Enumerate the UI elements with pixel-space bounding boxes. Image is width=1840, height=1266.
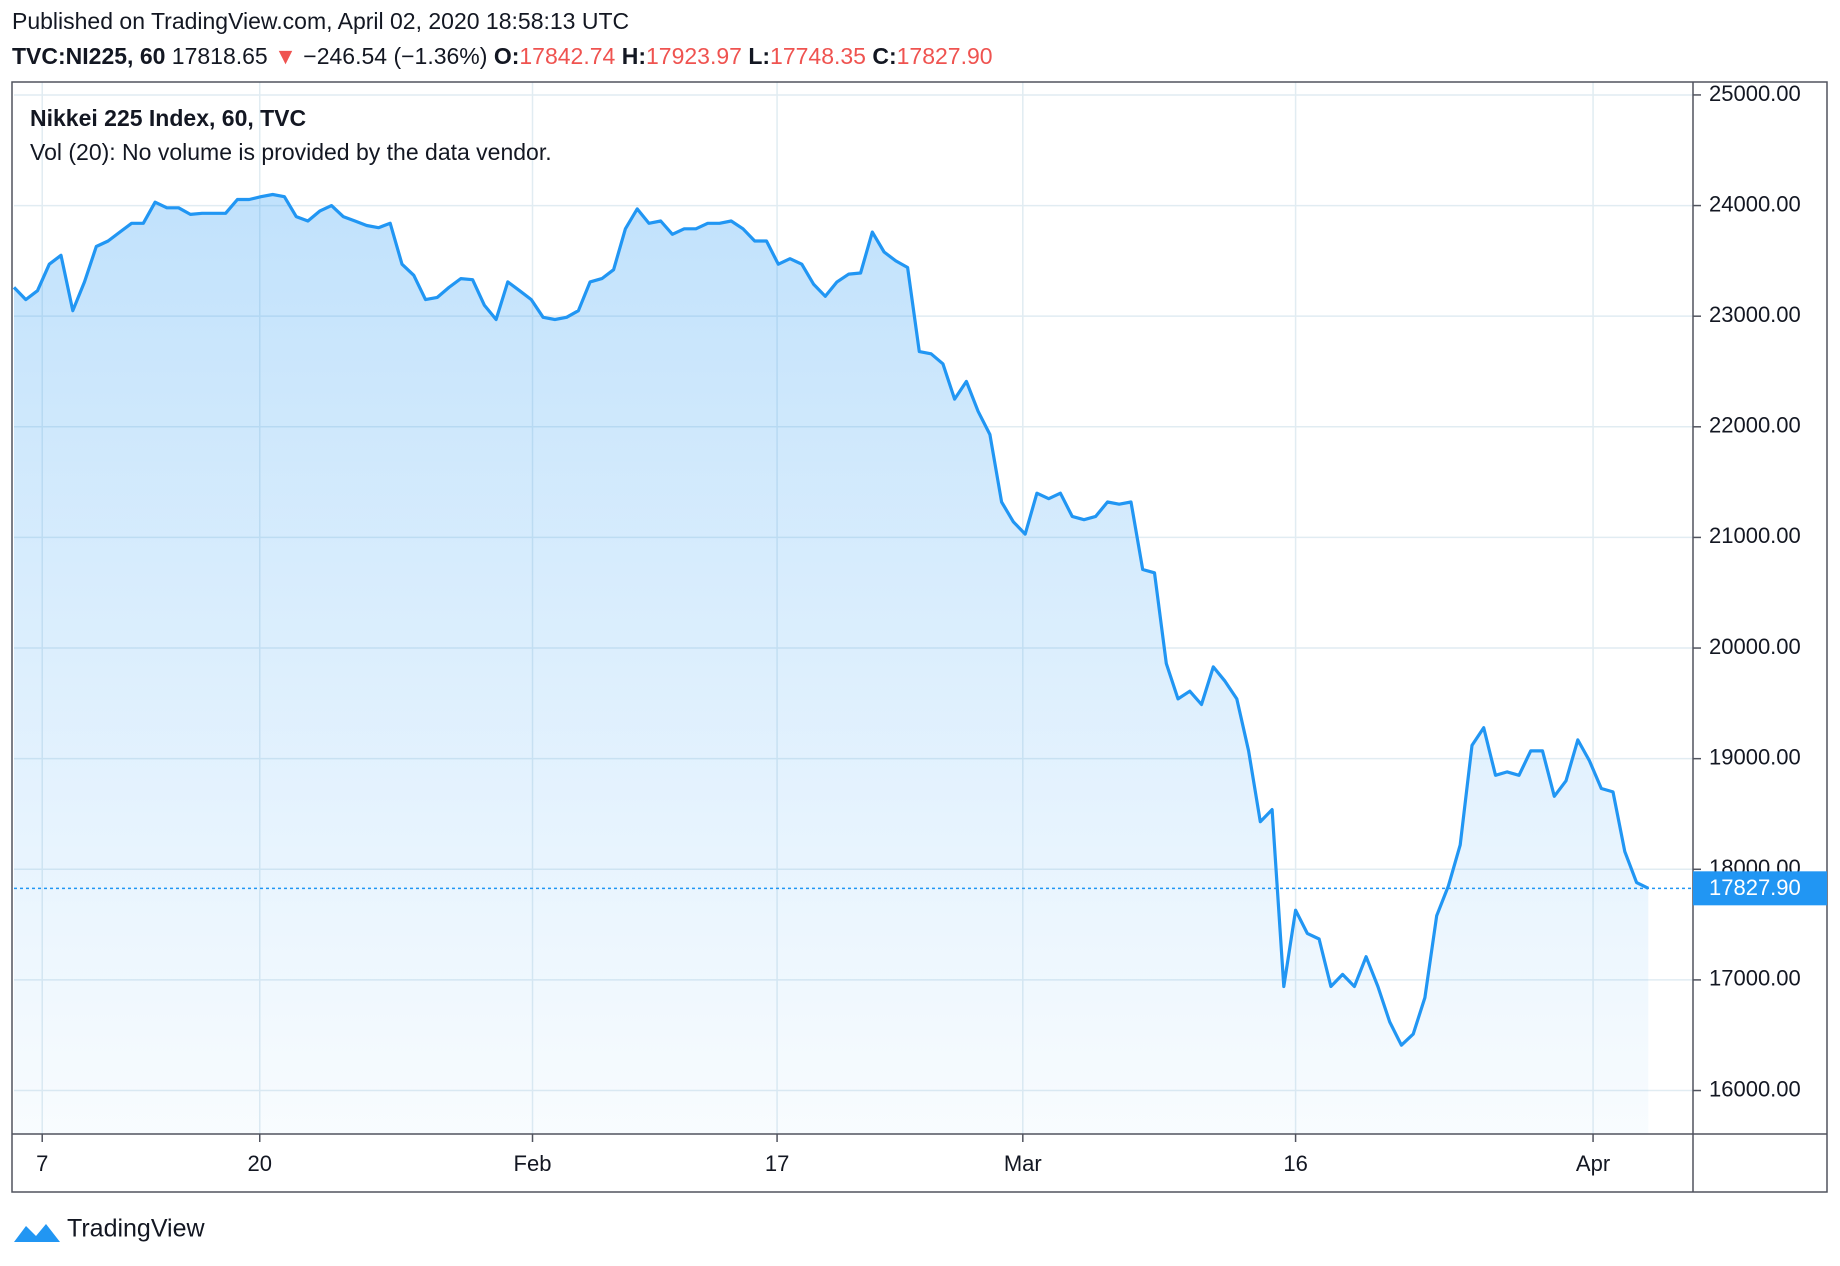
line — [12, 192, 1650, 1047]
brand: TradingView — [67, 1215, 206, 1243]
price-label: 17827.90 — [1709, 875, 1801, 900]
low-label: L: — [748, 43, 770, 69]
open: 17842.74 — [519, 43, 615, 69]
close-label: C: — [872, 43, 896, 69]
x-tick-label: 20 — [247, 1151, 271, 1176]
y-tick-label: 17000.00 — [1709, 966, 1801, 991]
y-tick-label: 24000.00 — [1709, 191, 1801, 216]
area — [14, 194, 1649, 1134]
published: Published on TradingView.com, April 02, … — [12, 8, 629, 34]
quote-line: TVC:NI225, 60 17818.65 ▼ −246.54 (−1.36%… — [12, 43, 993, 69]
low: 17748.35 — [770, 43, 866, 69]
high: 17923.97 — [646, 43, 742, 69]
y-tick-label: 19000.00 — [1709, 744, 1801, 769]
down-arrow: ▼ — [274, 43, 297, 69]
last: 17818.65 — [172, 43, 268, 69]
symbol: TVC:NI225, 60 — [12, 43, 165, 69]
y-tick-label: 25000.00 — [1709, 81, 1801, 106]
close: 17827.90 — [897, 43, 993, 69]
y-tick-label: 20000.00 — [1709, 634, 1801, 659]
price-label-bg — [1693, 871, 1827, 906]
plot: 16000.0017000.0018000.0019000.0020000.00… — [12, 81, 1801, 1176]
x-tick-label: 17 — [765, 1151, 789, 1176]
x-tick-label: Feb — [514, 1151, 552, 1176]
x-tick-label: 7 — [36, 1151, 48, 1176]
y-tick-label: 23000.00 — [1709, 302, 1801, 327]
change: −246.54 (−1.36%) — [303, 43, 487, 69]
high-label: H: — [622, 43, 646, 69]
legend-title: Nikkei 225 Index, 60, TVC — [30, 105, 306, 131]
x-tick-label: Mar — [1004, 1151, 1042, 1176]
open-label: O: — [494, 43, 520, 69]
logo-icon — [14, 1224, 60, 1242]
frame — [11, 81, 1828, 1193]
legend-volume: Vol (20): No volume is provided by the d… — [30, 139, 552, 165]
y-tick-label: 21000.00 — [1709, 523, 1801, 548]
y-tick-label: 16000.00 — [1709, 1076, 1801, 1101]
footer-logo: TradingView — [14, 1215, 206, 1243]
x-tick-label: 16 — [1283, 1151, 1307, 1176]
y-tick-label: 22000.00 — [1709, 413, 1801, 438]
x-tick-label: Apr — [1576, 1151, 1610, 1176]
